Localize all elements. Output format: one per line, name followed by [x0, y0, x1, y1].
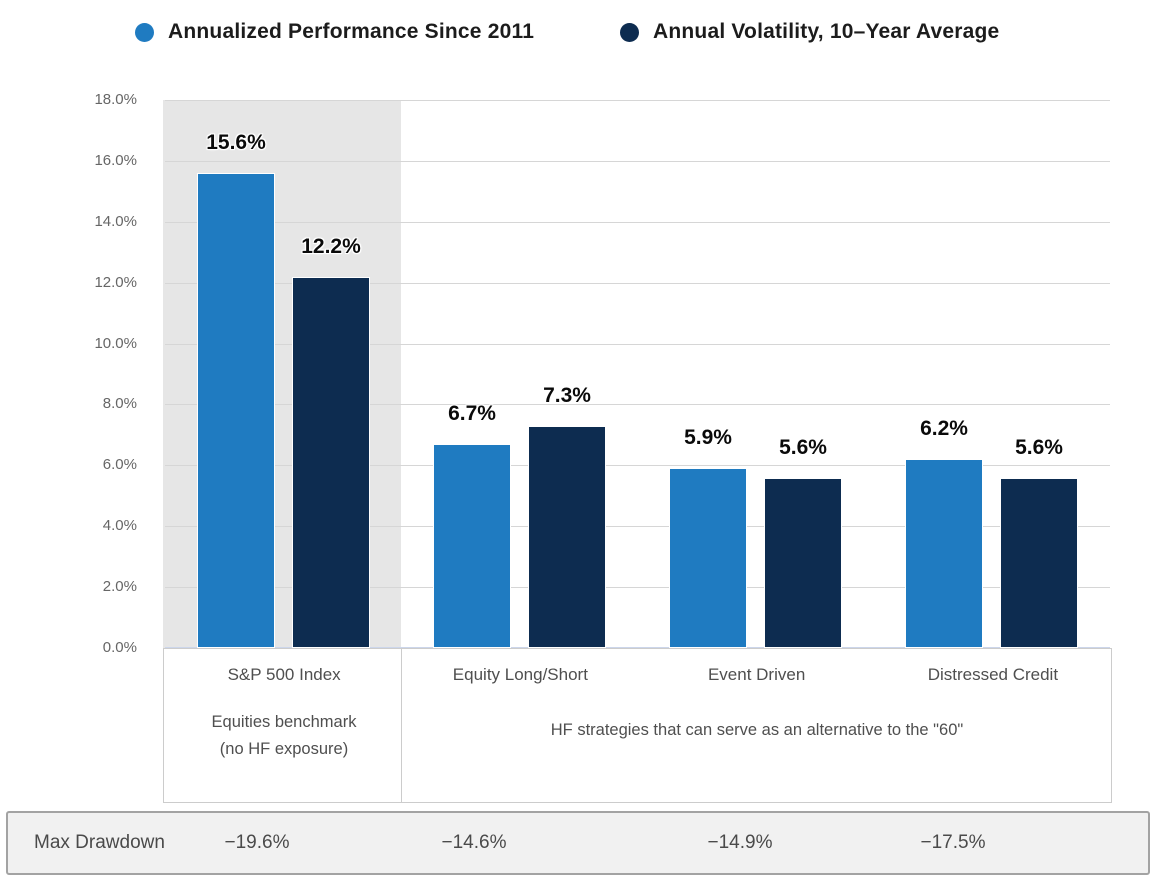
bar-volatility-1	[528, 426, 606, 648]
other-categories-note: HF strategies that can serve as an alter…	[550, 721, 964, 739]
y-axis-tick-label: 6.0%	[102, 456, 137, 474]
gridline	[165, 404, 1110, 406]
gridline	[165, 100, 1110, 101]
bar-data-label: 5.6%	[1015, 436, 1063, 459]
bar-volatility-3	[1000, 478, 1078, 648]
performance-legend-dot-icon	[135, 22, 154, 42]
legend-item-volatility: Annual Volatility, 10–Year Average	[620, 20, 999, 44]
y-axis-tick-label: 0.0%	[102, 639, 137, 656]
gridline	[165, 587, 1110, 589]
gridline	[165, 221, 1110, 223]
y-axis-tick-label: 14.0%	[94, 212, 137, 230]
bar-data-label: 12.2%	[301, 235, 361, 258]
category-divider	[401, 649, 402, 802]
gridline	[165, 282, 1110, 284]
bar-data-label: 6.2%	[920, 417, 968, 440]
category-label-2: Event Driven	[707, 665, 806, 684]
bar-performance-0	[197, 173, 275, 648]
category-label-3: Distressed Credit	[927, 665, 1059, 684]
first-category-note: Equities benchmark (no HF exposure)	[212, 709, 357, 763]
max-drawdown-label: Max Drawdown	[34, 832, 165, 853]
bar-volatility-2	[764, 478, 842, 648]
max-drawdown-value-3: −17.5%	[920, 832, 986, 853]
volatility-legend-label: Annual Volatility, 10–Year Average	[653, 20, 1000, 43]
legend-item-performance: Annualized Performance Since 2011	[135, 20, 534, 44]
gridline	[165, 465, 1110, 467]
y-axis-tick-label: 10.0%	[94, 334, 137, 352]
max-drawdown-value-2: −14.9%	[707, 832, 773, 853]
y-axis-tick-label: 8.0%	[102, 395, 137, 413]
bar-performance-3	[905, 459, 983, 648]
bar-data-label: 15.6%	[206, 131, 266, 154]
gridline	[165, 343, 1110, 345]
max-drawdown-row: Max Drawdown −19.6% −14.6% −14.9% −17.5%	[6, 811, 1150, 875]
first-category-note-line1: Equities benchmark	[211, 713, 357, 731]
bar-data-label: 7.3%	[543, 384, 591, 407]
y-axis-tick-label: 4.0%	[102, 517, 137, 535]
category-label-box: S&P 500 Index Equity Long/Short Event Driv…	[163, 648, 1112, 803]
first-category-note-line2: (no HF exposure)	[219, 740, 349, 759]
bar-performance-1	[433, 444, 511, 648]
category-label-0: S&P 500 Index	[227, 665, 341, 684]
performance-legend-label: Annualized Performance Since 2011	[168, 20, 535, 43]
bar-performance-2	[669, 468, 747, 648]
gridline	[165, 160, 1110, 162]
bar-data-label: 5.9%	[684, 426, 732, 449]
x-axis-line	[165, 647, 1110, 648]
bar-volatility-0	[292, 277, 370, 648]
y-axis-tick-label: 12.0%	[94, 273, 137, 291]
max-drawdown-value-1: −14.6%	[441, 832, 507, 853]
y-axis-tick-label: 16.0%	[94, 151, 137, 169]
bar-data-label: 6.7%	[448, 402, 496, 425]
plot-area: 15.6% 6.7% 5.9% 6.2% 12.2% 7.3% 5.6% 5.6%	[163, 100, 1110, 648]
gridline	[165, 526, 1110, 528]
bar-data-label: 5.6%	[779, 436, 827, 459]
y-axis-tick-label: 18.0%	[94, 91, 137, 108]
category-label-1: Equity Long/Short	[452, 665, 588, 684]
max-drawdown-value-0: −19.6%	[224, 832, 290, 853]
volatility-legend-dot-icon	[620, 22, 639, 42]
y-axis-tick-label: 2.0%	[102, 578, 137, 596]
